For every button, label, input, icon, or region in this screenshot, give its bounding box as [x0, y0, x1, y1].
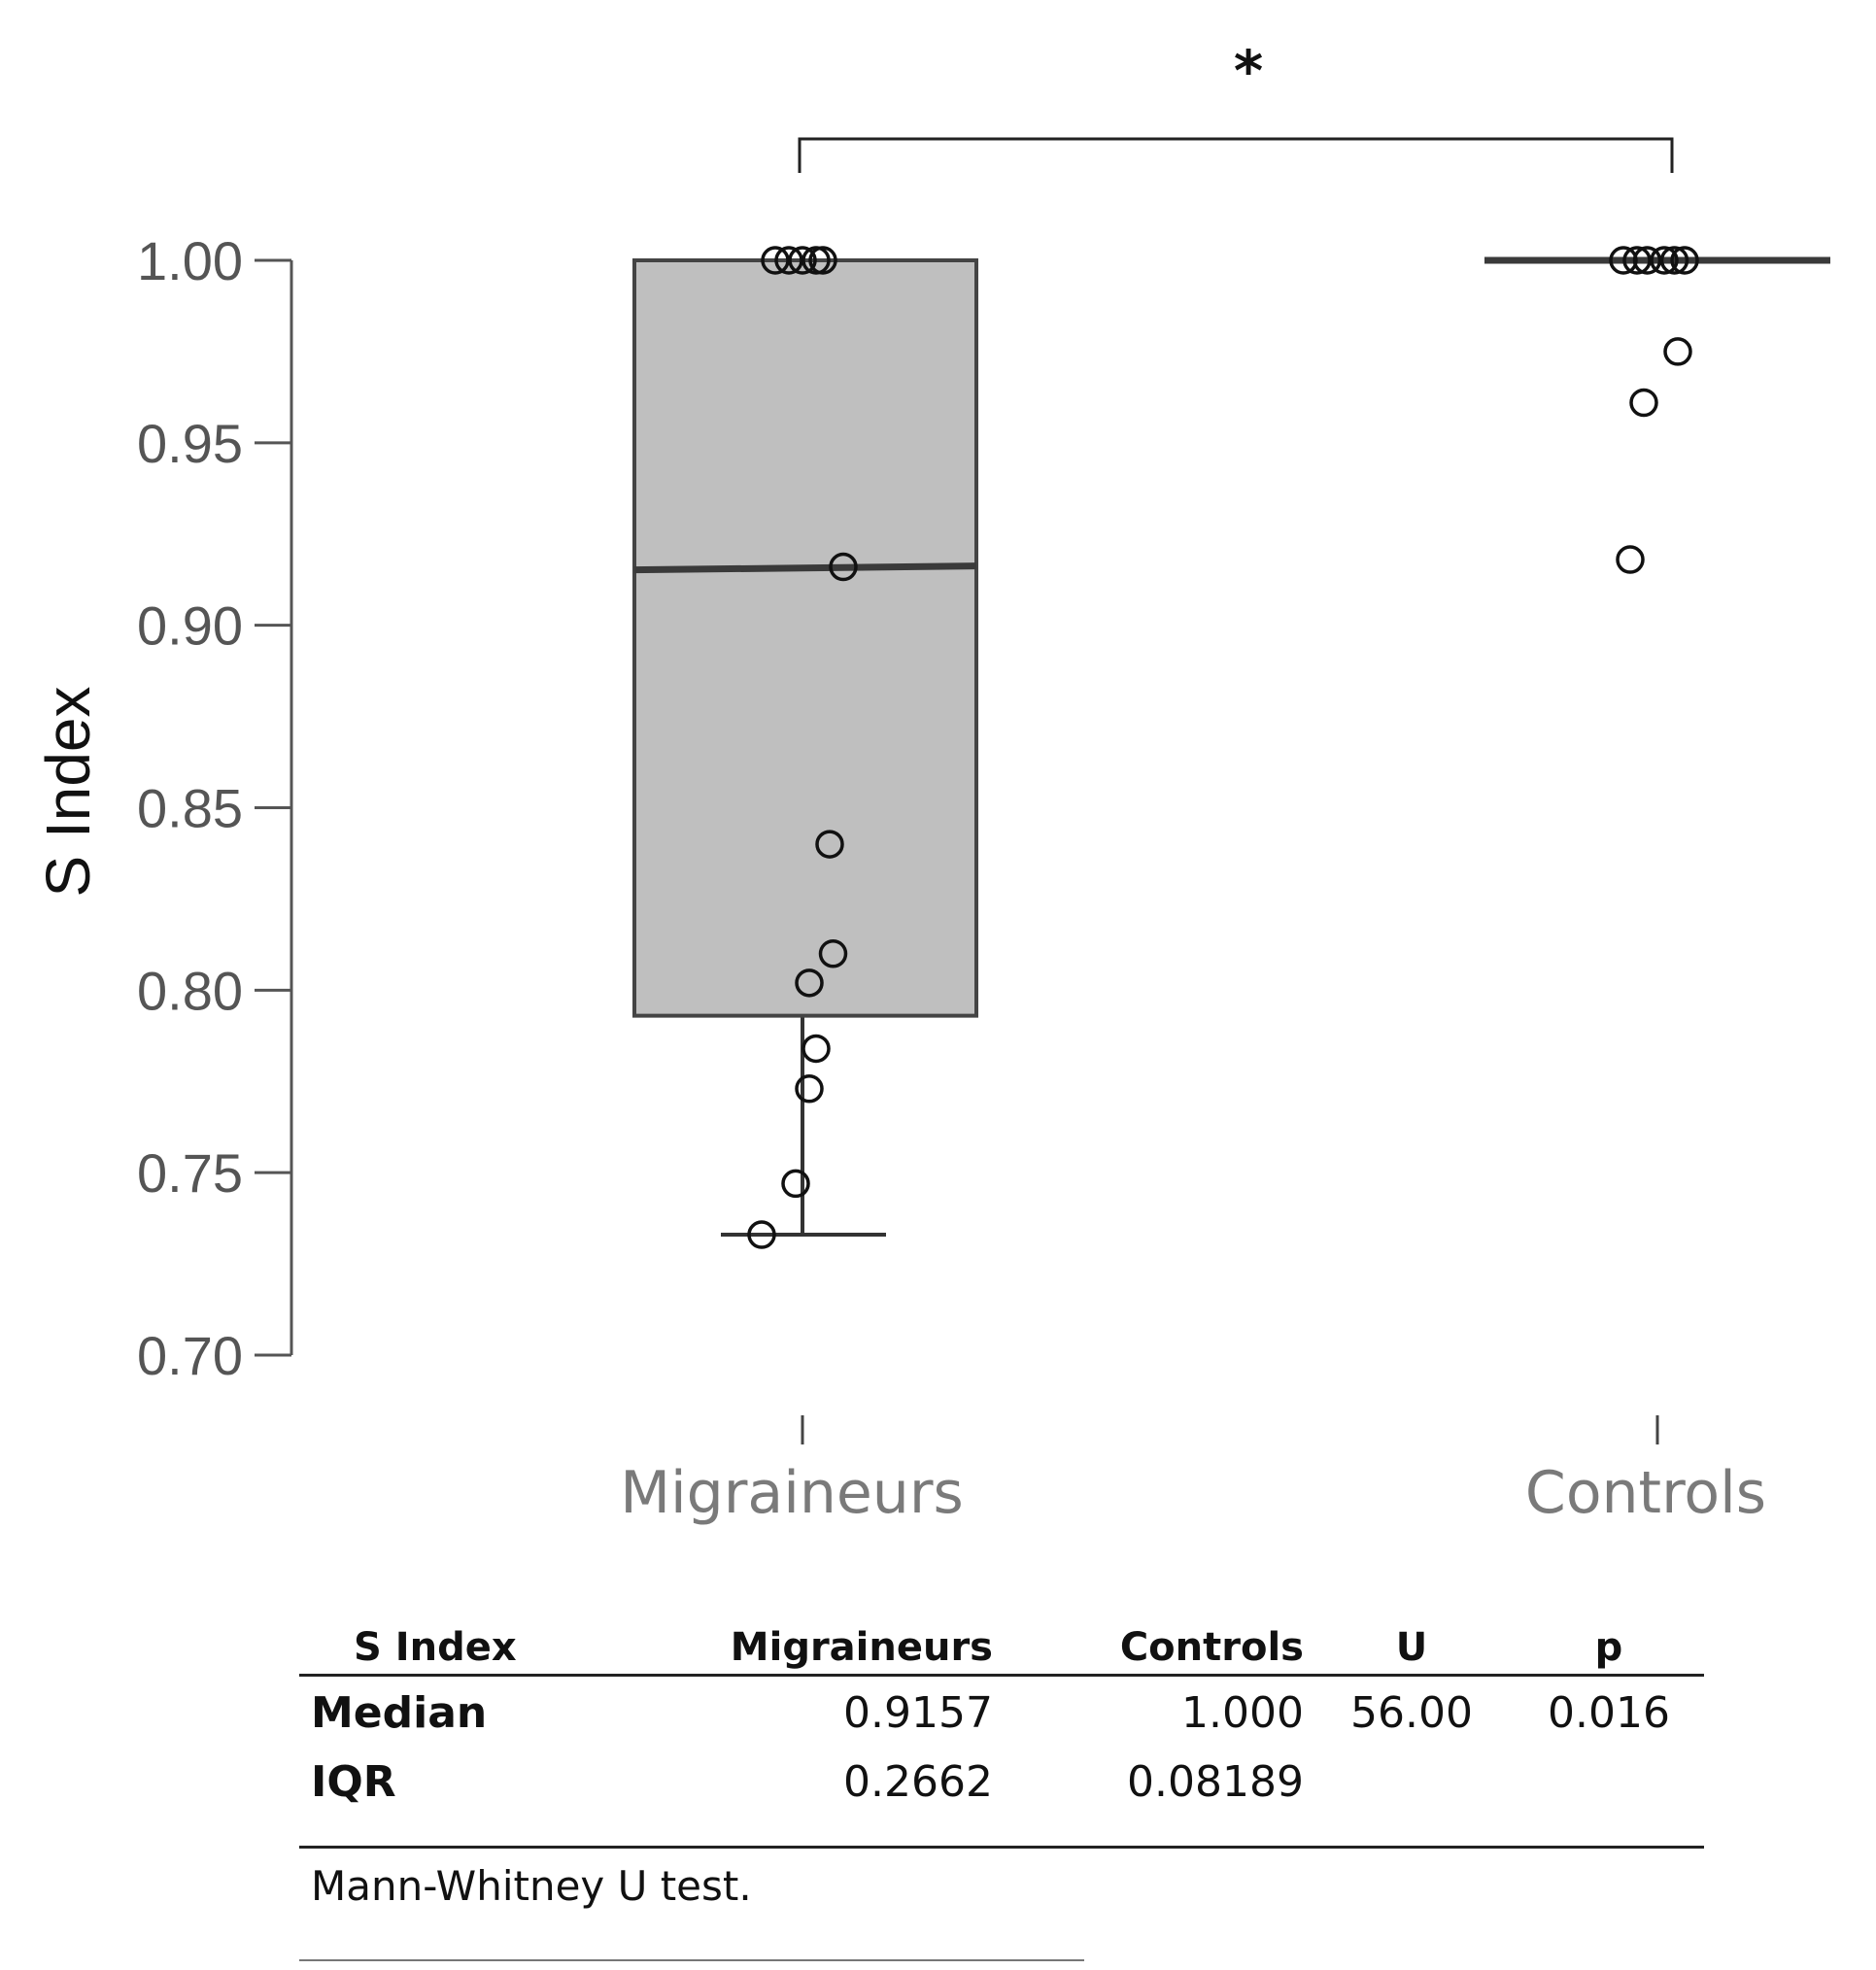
- group-migraineurs: [632, 246, 978, 1249]
- stats-row-iqr: IQR 0.2662 0.08189: [299, 1746, 1704, 1849]
- y-tick-label: 0.80: [137, 960, 243, 1021]
- stats-row-median: Median 0.9157 1.000 56.00 0.016: [299, 1676, 1704, 1747]
- cell-controls: 0.08189: [999, 1746, 1310, 1849]
- row-label: IQR: [299, 1746, 542, 1849]
- data-point: [1659, 246, 1689, 275]
- data-point: [802, 246, 831, 275]
- x-label-migraineurs: Migraineurs: [620, 1459, 964, 1527]
- data-point: [1670, 246, 1699, 275]
- y-tick-label: 1.00: [137, 230, 243, 291]
- row-label: Median: [311, 1688, 488, 1738]
- y-tick-label: 0.70: [137, 1325, 243, 1386]
- y-tick-label: 0.90: [137, 595, 243, 657]
- data-point: [1622, 246, 1652, 275]
- data-point: [788, 246, 817, 275]
- cell-u: [1310, 1746, 1514, 1849]
- header-controls: Controls: [999, 1617, 1310, 1677]
- y-tick-label: 0.85: [137, 778, 243, 839]
- data-point: [818, 939, 848, 968]
- data-point: [795, 968, 824, 998]
- header-s-index: S Index: [299, 1617, 542, 1677]
- data-point: [1629, 388, 1658, 418]
- cell-migraineurs: 0.9157: [843, 1688, 993, 1738]
- data-point: [781, 1169, 810, 1199]
- cell-p: 0.016: [1548, 1688, 1670, 1738]
- data-point: [1663, 337, 1692, 366]
- box-plot-chart: 0.70 0.75 0.80 0.85 0.90 0.95 1.00 S Index * M…: [33, 38, 1830, 1527]
- y-tick-label: 0.75: [137, 1142, 243, 1204]
- data-point: [1632, 246, 1662, 275]
- y-axis-title: S Index: [33, 686, 103, 897]
- data-point: [802, 1034, 831, 1064]
- stats-table: S Index Migraineurs Controls U p Median …: [299, 1617, 1704, 1933]
- test-note: Mann-Whitney U test.: [311, 1862, 752, 1910]
- note-underline: [299, 1959, 1084, 1961]
- header-migraineurs: Migraineurs: [542, 1617, 999, 1677]
- data-point: [815, 830, 844, 859]
- data-point: [829, 552, 858, 582]
- points-controls: [1609, 246, 1699, 574]
- stats-note-row: Mann-Whitney U test.: [299, 1848, 1704, 1934]
- data-point: [774, 246, 803, 275]
- header-p: p: [1514, 1617, 1704, 1677]
- data-point: [1650, 246, 1679, 275]
- data-point: [1616, 545, 1645, 574]
- significance-bracket: [798, 137, 1674, 173]
- significance-star: *: [1234, 38, 1263, 104]
- cell-controls: 1.000: [1181, 1688, 1304, 1738]
- median-line-migraineurs: [633, 562, 977, 574]
- y-tick-label: 0.95: [137, 413, 243, 474]
- header-u: U: [1310, 1617, 1514, 1677]
- stats-header-row: S Index Migraineurs Controls U p: [299, 1617, 1704, 1677]
- data-point: [761, 246, 790, 275]
- x-label-controls: Controls: [1525, 1459, 1766, 1527]
- cell-migraineurs: 0.2662: [542, 1746, 999, 1849]
- data-point: [747, 1220, 776, 1249]
- data-point: [808, 246, 837, 275]
- cell-p: [1514, 1746, 1704, 1849]
- box-migraineurs: [632, 258, 978, 1018]
- cell-u: 56.00: [1350, 1688, 1473, 1738]
- group-controls: [1484, 246, 1830, 574]
- points-migraineurs: [747, 246, 858, 1249]
- data-point: [795, 1074, 824, 1104]
- y-ticks: 0.70 0.75 0.80 0.85 0.90 0.95 1.00: [137, 230, 291, 1386]
